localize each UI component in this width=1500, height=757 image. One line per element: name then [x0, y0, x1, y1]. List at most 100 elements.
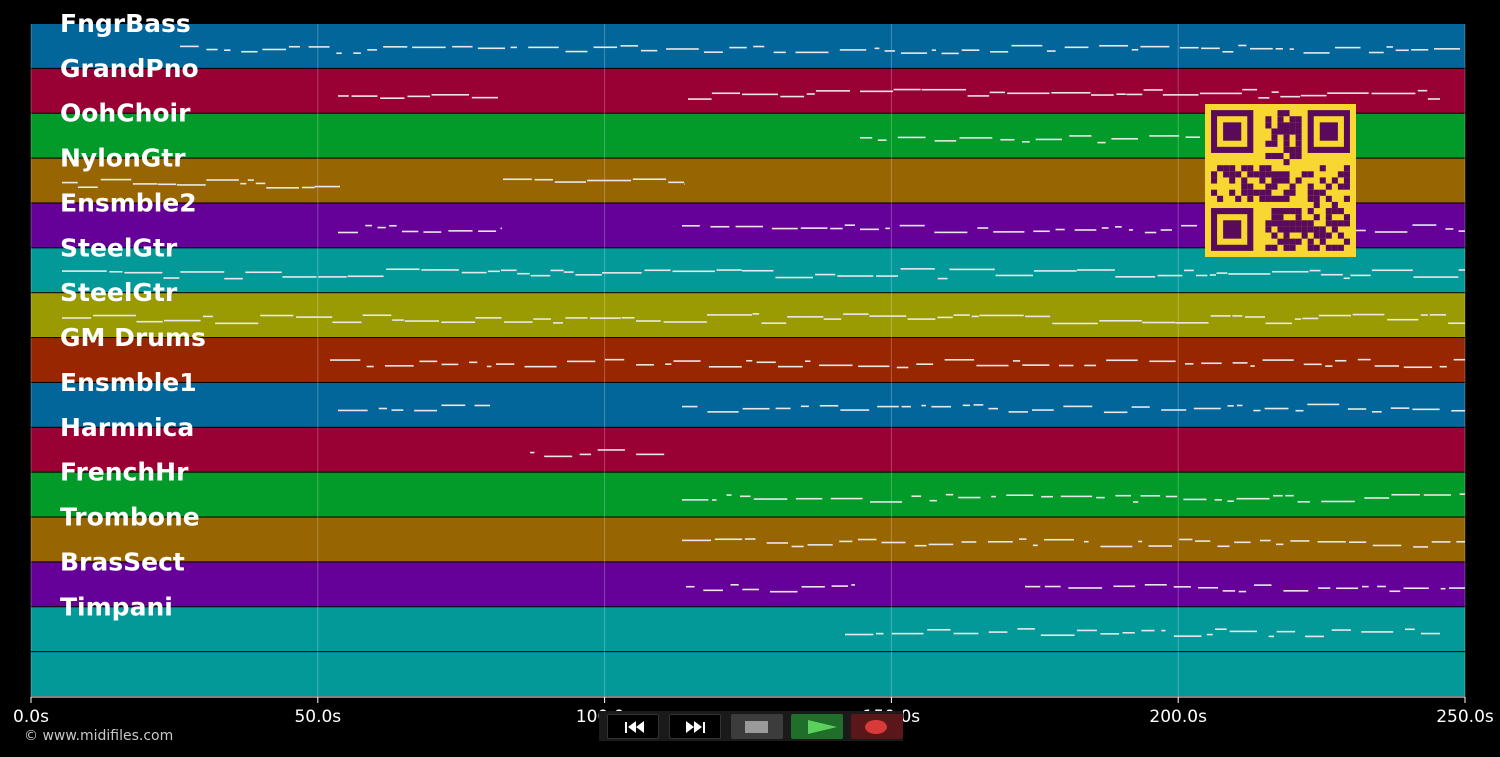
qr-module: [1343, 171, 1350, 178]
note: [666, 48, 699, 50]
note: [1111, 138, 1139, 140]
qr-module: [1277, 152, 1284, 160]
qr-module: [1313, 201, 1320, 209]
note: [711, 92, 741, 95]
note: [800, 227, 828, 229]
note: [979, 314, 1024, 317]
note: [893, 88, 921, 91]
qr-module: [1283, 244, 1290, 251]
qr-module: [1331, 208, 1338, 215]
track-label: Ensmble2: [60, 188, 197, 217]
note: [1133, 501, 1139, 503]
qr-module: [1277, 195, 1284, 202]
note: [707, 411, 739, 413]
note: [1068, 587, 1103, 589]
note: [1173, 586, 1191, 588]
note: [746, 359, 753, 362]
qr-module: [1295, 134, 1302, 141]
note: [1222, 51, 1234, 53]
note: [1201, 362, 1222, 365]
tick-label: 200.0s: [1149, 707, 1207, 727]
note: [365, 224, 372, 227]
qr-module: [1259, 177, 1266, 184]
track-label: SteelGtr: [60, 233, 178, 262]
rewind-button[interactable]: [607, 714, 659, 739]
qr-module: [1271, 220, 1278, 227]
note: [1264, 407, 1289, 410]
qr-module: [1229, 189, 1236, 196]
note: [1040, 634, 1075, 637]
note: [682, 405, 698, 408]
note: [1052, 322, 1098, 325]
play-button[interactable]: [791, 714, 843, 739]
note: [338, 95, 349, 97]
note: [1411, 48, 1429, 51]
note: [1305, 635, 1324, 638]
note: [132, 183, 158, 185]
note: [1275, 47, 1283, 50]
note: [703, 51, 723, 53]
tick-label: 250.0s: [1436, 707, 1494, 727]
note: [958, 496, 981, 499]
note: [282, 276, 317, 278]
note: [1276, 630, 1296, 633]
stop-button[interactable]: [731, 714, 783, 739]
note: [1413, 276, 1459, 278]
note: [62, 270, 107, 272]
note: [1453, 358, 1465, 361]
qr-module: [1289, 122, 1296, 129]
note: [1157, 274, 1183, 277]
note: [1427, 98, 1440, 100]
note: [961, 541, 977, 543]
qr-module: [1277, 116, 1284, 123]
note: [452, 45, 473, 48]
note: [1008, 411, 1029, 413]
note: [620, 45, 639, 47]
qr-module: [1289, 128, 1296, 135]
note: [1046, 50, 1056, 52]
qr-module: [1271, 171, 1278, 178]
note: [780, 95, 805, 98]
note: [1325, 365, 1333, 367]
qr-module: [1295, 128, 1302, 135]
qr-module: [1319, 226, 1326, 233]
qr-module: [1247, 171, 1254, 178]
note: [1244, 316, 1265, 318]
note: [1033, 270, 1077, 272]
note: [1280, 95, 1301, 98]
qr-module: [1283, 140, 1290, 147]
note: [1115, 494, 1132, 497]
note: [929, 499, 937, 502]
note: [448, 230, 473, 232]
note: [830, 227, 843, 230]
qr-module: [1289, 146, 1296, 153]
note: [928, 543, 954, 546]
fast-forward-button[interactable]: [669, 714, 721, 739]
note: [136, 320, 163, 323]
note: [682, 499, 709, 501]
qr-module: [1271, 177, 1278, 184]
qr-module: [1295, 152, 1302, 160]
transport-controls: [599, 711, 903, 741]
note: [1201, 47, 1220, 50]
note: [1179, 46, 1199, 49]
note: [504, 321, 533, 323]
note: [1238, 44, 1247, 47]
note: [336, 52, 342, 55]
qr-module: [1283, 226, 1290, 233]
record-button[interactable]: [851, 714, 903, 739]
note: [621, 316, 635, 319]
note: [1115, 226, 1122, 228]
note: [973, 404, 984, 406]
note: [753, 45, 765, 48]
note: [632, 178, 667, 181]
note: [296, 316, 333, 318]
note: [1285, 494, 1294, 497]
note: [1371, 92, 1416, 95]
note: [1377, 585, 1386, 588]
note: [380, 97, 405, 100]
note: [819, 364, 853, 367]
note: [844, 224, 855, 226]
qr-module: [1307, 183, 1314, 190]
qr-module: [1235, 195, 1242, 202]
